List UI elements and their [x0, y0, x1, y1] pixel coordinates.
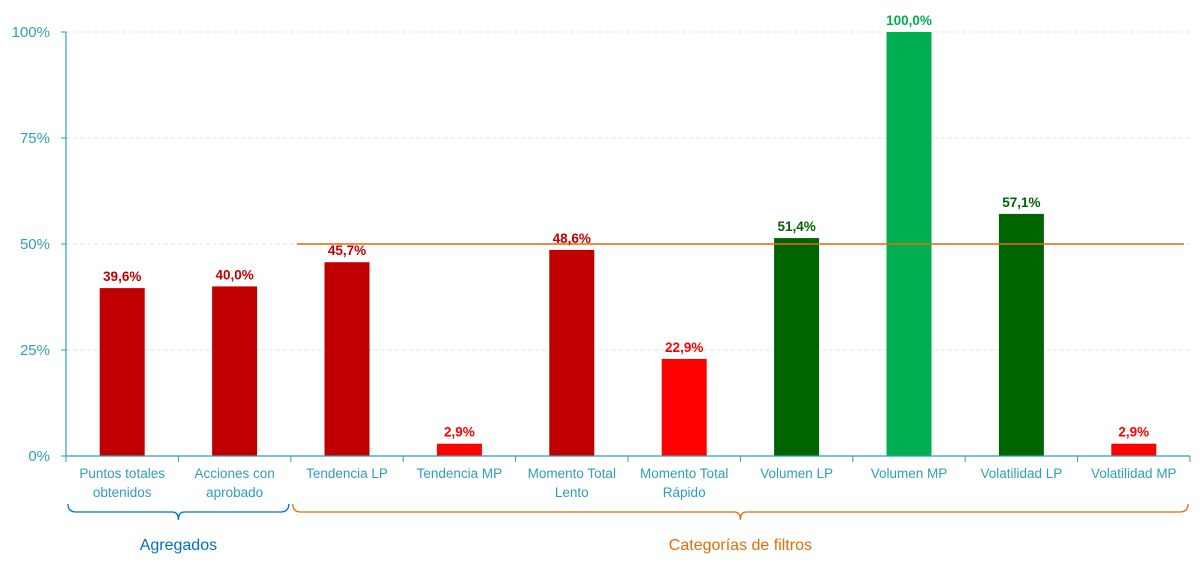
- y-axis-ticks: 0% 25% 50% 75% 100%: [12, 24, 66, 465]
- y-tick-label: 100%: [12, 24, 50, 41]
- category-label: Tendencia LP: [306, 466, 388, 481]
- category-label: Tendencia MP: [417, 466, 503, 481]
- bar: [998, 213, 1044, 456]
- data-label: 39,6%: [103, 269, 141, 284]
- group-label: Agregados: [140, 537, 217, 554]
- group-brace: [67, 503, 290, 521]
- data-label: 2,9%: [1118, 425, 1149, 440]
- data-label: 40,0%: [215, 267, 253, 282]
- bar: [324, 262, 370, 456]
- bar: [212, 286, 258, 456]
- category-label: Momento Total: [640, 466, 728, 481]
- category-label: Volumen MP: [871, 466, 948, 481]
- data-label: 2,9%: [444, 425, 475, 440]
- y-tick-label: 25%: [20, 342, 50, 359]
- category-label: obtenidos: [93, 485, 152, 500]
- category-label: aprobado: [206, 485, 263, 500]
- group-label: Categorías de filtros: [669, 537, 812, 554]
- y-tick-label: 0%: [28, 448, 50, 465]
- category-label: Momento Total: [528, 466, 616, 481]
- data-label: 51,4%: [777, 219, 815, 234]
- category-label: Volatilidad MP: [1091, 466, 1177, 481]
- bar: [661, 358, 707, 456]
- axes: [65, 32, 1191, 462]
- category-label: Rápido: [663, 485, 706, 500]
- category-groups: Agregados Categorías de filtros: [67, 503, 1189, 554]
- y-tick-label: 50%: [20, 236, 50, 253]
- category-label: Acciones con: [194, 466, 274, 481]
- category-label: Lento: [555, 485, 589, 500]
- data-label: 57,1%: [1002, 195, 1040, 210]
- group-brace: [292, 503, 1189, 521]
- data-label: 100,0%: [886, 13, 932, 28]
- bar: [549, 249, 595, 456]
- category-labels: Puntos totales obtenidos Acciones con aprob…: [79, 466, 1176, 500]
- bars: [99, 32, 1157, 456]
- bar: [99, 288, 145, 456]
- category-label: Puntos totales: [79, 466, 165, 481]
- bar: [1111, 443, 1157, 456]
- data-label: 48,6%: [553, 231, 591, 246]
- category-label: Volumen LP: [760, 466, 833, 481]
- data-label: 22,9%: [665, 340, 703, 355]
- data-label: 45,7%: [328, 243, 366, 258]
- category-label: Volatilidad LP: [980, 466, 1062, 481]
- bar: [436, 443, 482, 456]
- bar: [774, 238, 820, 456]
- data-labels: 39,6% 40,0% 45,7% 2,9% 48,6% 22,9% 51,4% 100,0%…: [103, 13, 1149, 440]
- y-tick-label: 75%: [20, 130, 50, 147]
